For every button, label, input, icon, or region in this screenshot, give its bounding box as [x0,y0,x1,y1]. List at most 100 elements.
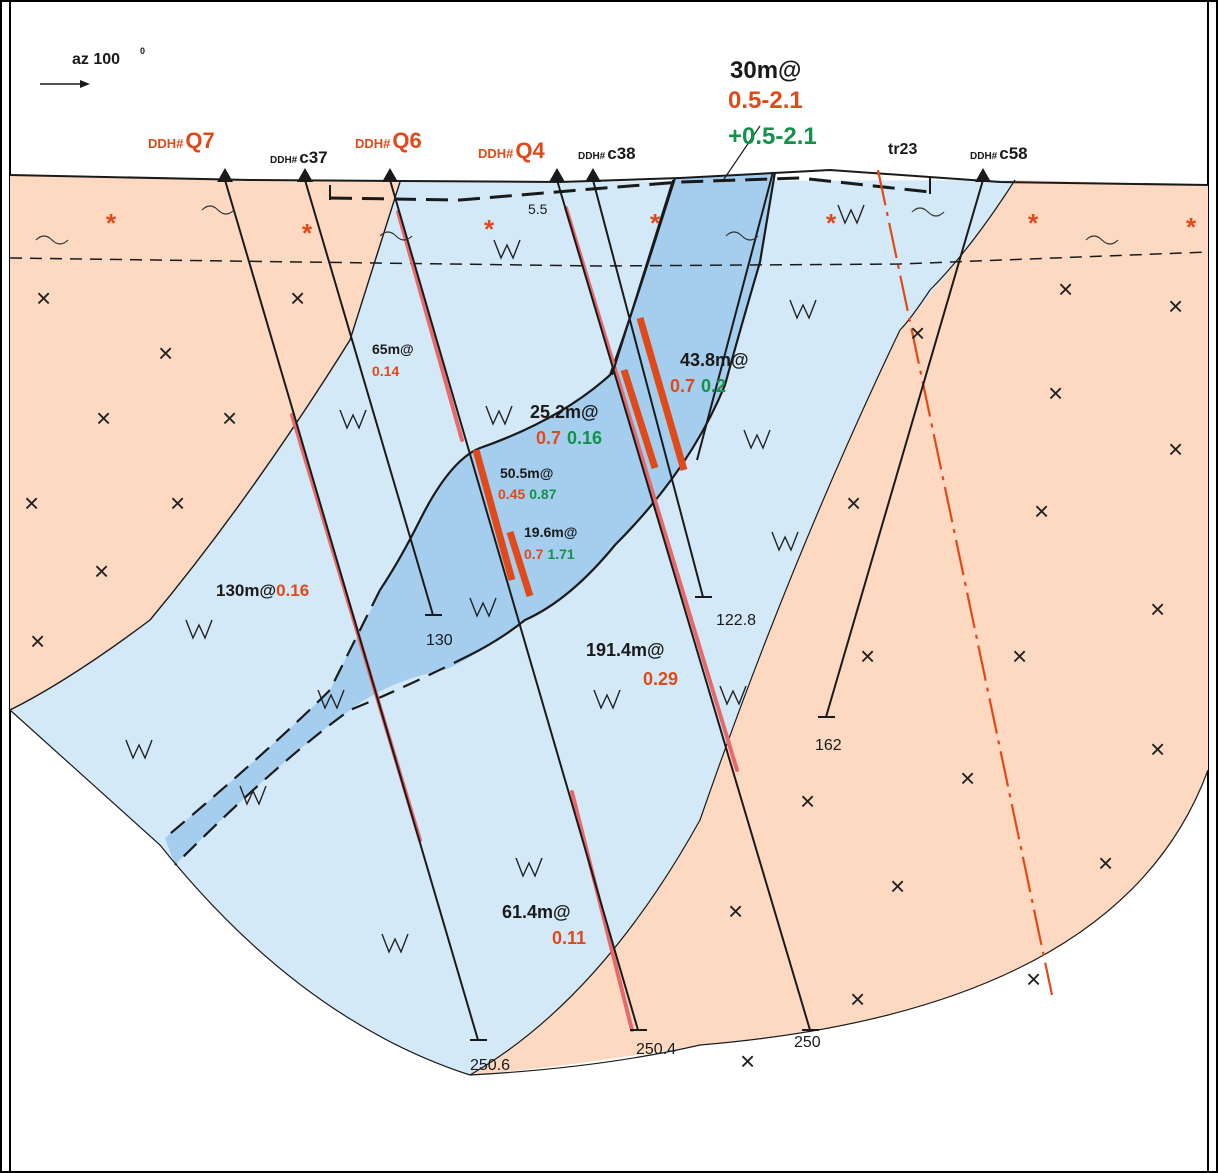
trench-projection-a [611,179,674,376]
cross-symbol: × [96,403,111,433]
contact-base [9,709,471,1076]
asterisk-symbols: * * * * * * * [106,208,1197,248]
w-symbol [771,531,799,552]
interval-65-red: 0.14 [372,363,399,379]
ore-zone [165,172,775,865]
asterisk-symbol: * [106,208,117,238]
cross-symbol: × [290,283,305,313]
cross-symbol: × [1034,496,1049,526]
fault-line [876,169,1054,996]
host-rock-right [470,180,1208,1075]
hole-label-Q6: DDH#Q6 [355,128,422,153]
asterisk-symbol: * [1186,212,1197,242]
cross-symbol: × [1168,434,1183,464]
interval-1914-len: 191.4m@ [586,640,665,660]
tilde-symbol [725,231,759,241]
hole-c38-trace [592,179,704,598]
depth-c58: 162 [815,737,842,754]
hole-label-c58: DDH# c58 [970,144,1028,163]
intrusion-symbols [125,204,865,954]
interval-438-values: 0.7 0.2 [670,376,726,396]
collar-markers [217,168,991,182]
trench-projection-b [696,171,774,461]
cross-symbol: × [30,626,45,656]
tilde-symbol [911,207,945,217]
w-symbol [719,685,747,706]
ground-surface [9,168,1209,186]
drill-holes [224,171,984,1041]
interval-c38-high [636,317,688,471]
azimuth-arrow-icon [80,80,90,88]
asterisk-symbol: * [302,218,313,248]
cross-symbol: × [740,1046,755,1076]
cross-symbol: × [960,763,975,793]
collar-c58-icon [975,168,991,182]
tilde-symbol [1085,235,1119,245]
cross-symbol: × [170,488,185,518]
hole-label-c38: DDH# c38 [578,144,636,163]
interval-Q4 [564,206,739,772]
cross-symbol: × [94,556,109,586]
azimuth-label: az 100 [72,51,120,68]
ore-zone-boundary-dashed-bottom [174,654,471,866]
summary-leader [721,125,761,183]
cross-symbol: × [860,641,875,671]
cross-symbol: × [800,786,815,816]
interval-438-len: 43.8m@ [680,350,749,370]
interval-252-values: 0.7 0.16 [536,428,602,448]
interval-Q6-upper [396,210,464,442]
hole-label-Q4: DDH#Q4 [478,138,546,163]
ore-zone-boundary-right [469,171,777,656]
hole-label-Q7: DDH#Q7 [148,128,215,153]
summary-green: +0.5-2.1 [728,123,817,150]
cross-symbol: × [1058,274,1073,304]
cross-symbol: × [1026,964,1041,994]
cross-symbol: × [890,871,905,901]
contact-left [9,181,401,711]
interval-614-len: 61.4m@ [502,902,571,922]
collar-c38-icon [585,168,601,182]
cross-symbol: × [1048,378,1063,408]
trench-start-depth: 5.5 [528,201,548,217]
asterisk-symbol: * [484,214,495,244]
w-symbol [789,299,817,320]
w-symbol [485,405,513,426]
trench-line [329,176,931,202]
tilde-symbol [379,231,413,241]
depth-Q4: 250 [794,1034,821,1051]
interval-196-values: 0.7 1.71 [524,546,575,562]
cross-symbol: × [24,488,39,518]
interval-Q6-lower [570,790,634,1032]
interval-505-values: 0.45 0.87 [498,486,557,502]
interval-505-len: 50.5m@ [500,465,553,481]
interval-Q6-high-a [472,449,516,581]
cross-symbol: × [158,338,173,368]
high-grade-intervals [472,317,688,598]
depth-Q7: 250.6 [470,1057,510,1074]
contact-right-base [469,769,1209,1076]
cross-symbol: × [1012,641,1027,671]
w-symbol [743,429,771,450]
cross-symbol: × [850,984,865,1014]
asterisk-symbol: * [650,208,661,238]
summary-length: 30m@ [730,57,801,84]
w-symbol [185,619,213,640]
cross-symbol: × [728,896,743,926]
cross-symbol: × [1098,848,1113,878]
cross-symbol: × [222,403,237,433]
cross-symbol: × [846,488,861,518]
cross-symbol: × [36,283,51,313]
interval-252-len: 25.2m@ [530,402,599,422]
w-symbol [515,857,543,878]
cross-symbol: × [1150,734,1165,764]
hole-Q7-trace [224,179,479,1041]
depth-c38: 122.8 [716,612,756,629]
azimuth-degree: 0 [140,46,145,56]
tilde-symbol [35,235,69,245]
trench-label: tr23 [888,141,917,158]
weathering-symbols [35,205,1119,245]
w-symbol [239,785,267,806]
collar-c37-icon [297,168,313,182]
